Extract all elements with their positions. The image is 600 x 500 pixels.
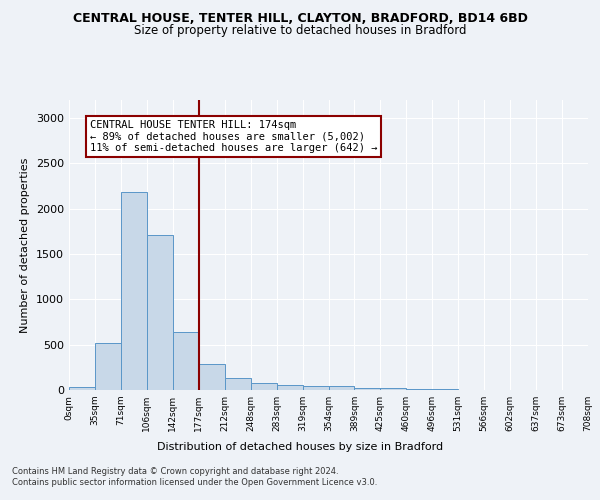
Bar (355, 388, 380, 390)
Bar (225, 378, 251, 390)
Bar (69, 388, 95, 390)
Text: Contains HM Land Registry data © Crown copyright and database right 2024.
Contai: Contains HM Land Registry data © Crown c… (12, 468, 377, 487)
Bar (199, 364, 224, 390)
Bar (329, 386, 355, 390)
Text: CENTRAL HOUSE TENTER HILL: 174sqm
← 89% of detached houses are smaller (5,002)
1: CENTRAL HOUSE TENTER HILL: 174sqm ← 89% … (90, 120, 377, 153)
Bar (277, 386, 302, 390)
Bar (95, 343, 121, 390)
Bar (406, 388, 432, 390)
Bar (121, 192, 147, 390)
Text: Size of property relative to detached houses in Bradford: Size of property relative to detached ho… (134, 24, 466, 37)
Bar (302, 386, 329, 390)
Bar (433, 389, 458, 390)
Y-axis label: Number of detached properties: Number of detached properties (20, 158, 31, 332)
Text: CENTRAL HOUSE, TENTER HILL, CLAYTON, BRADFORD, BD14 6BD: CENTRAL HOUSE, TENTER HILL, CLAYTON, BRA… (73, 12, 527, 26)
Bar (251, 383, 277, 390)
Bar (173, 332, 199, 390)
Bar (380, 388, 406, 390)
Bar (147, 235, 173, 390)
Text: Distribution of detached houses by size in Bradford: Distribution of detached houses by size … (157, 442, 443, 452)
